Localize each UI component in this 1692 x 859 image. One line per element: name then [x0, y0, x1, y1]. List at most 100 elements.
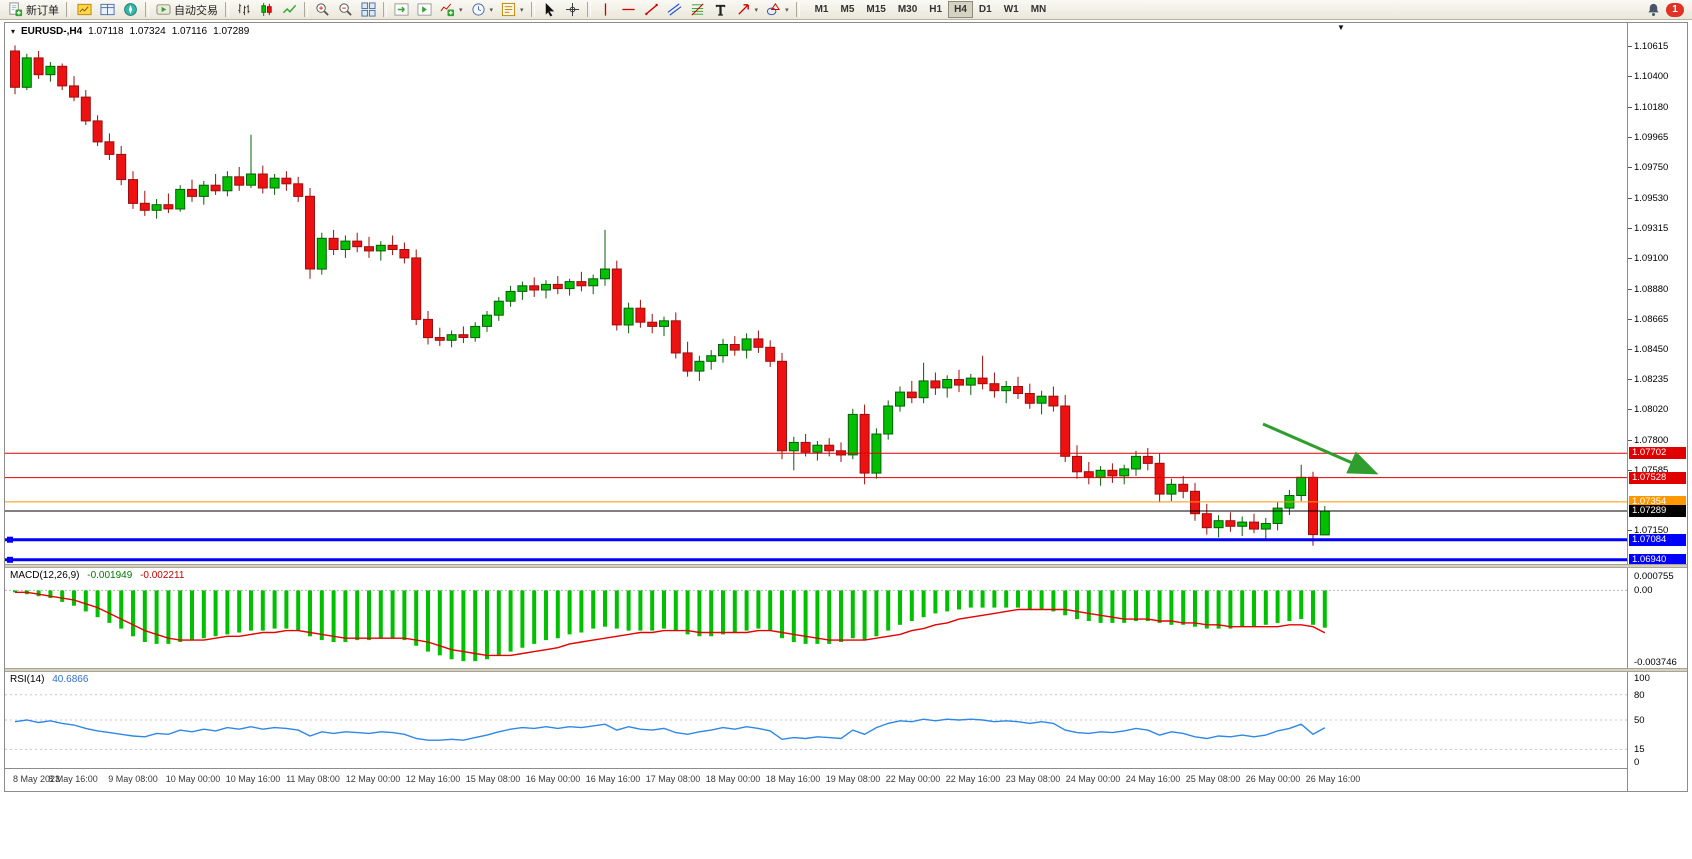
line-chart-button[interactable]	[278, 1, 301, 19]
macd-axis-label: 0.000755	[1634, 571, 1674, 582]
rsi-pane[interactable]: RSI(14) 40.6866	[5, 672, 1627, 768]
chart-shift-icon	[417, 2, 432, 17]
price-axis-label: 1.08020	[1634, 403, 1669, 415]
pane-separator[interactable]	[5, 564, 1687, 568]
date-axis-label: 17 May 08:00	[645, 774, 701, 784]
pane-separator[interactable]	[5, 668, 1687, 672]
fibonacci-icon	[690, 2, 705, 17]
price-axis-label: 1.07150	[1634, 525, 1669, 537]
chart-shift-marker[interactable]: ▼	[1337, 23, 1345, 32]
vertical-line-icon	[598, 2, 613, 17]
date-axis-label: 16 May 16:00	[585, 774, 641, 784]
date-axis-label: 25 May 08:00	[1185, 774, 1241, 784]
price-tag: 1.06940	[1629, 554, 1686, 566]
timeframe-m5-button[interactable]: M5	[834, 1, 860, 18]
timeframe-w1-button[interactable]: W1	[998, 1, 1025, 18]
new-order-button[interactable]: 新订单	[4, 1, 63, 19]
macd-label: MACD(12,26,9) -0.001949 -0.002211	[10, 570, 189, 581]
date-axis-label: 19 May 08:00	[825, 774, 881, 784]
level-lines	[5, 452, 1627, 563]
bar-chart-button[interactable]	[232, 1, 255, 19]
crosshair-button[interactable]	[561, 1, 584, 19]
rsi-line	[14, 718, 1326, 741]
timeframe-h4-button[interactable]: H4	[948, 1, 973, 18]
price-axis-label: 1.08235	[1634, 373, 1669, 385]
shapes-icon	[766, 2, 781, 17]
one-click-trading-toggle[interactable]: ▾	[11, 27, 16, 36]
shapes-button[interactable]: ▾	[762, 1, 793, 19]
periods-button[interactable]: ▾	[467, 1, 498, 19]
date-axis-label: 24 May 00:00	[1065, 774, 1121, 784]
data-window-button[interactable]	[96, 1, 119, 19]
date-axis-label: 18 May 16:00	[765, 774, 821, 784]
candlestick-icon	[259, 2, 274, 17]
rsi-axis-label: 80	[1634, 689, 1645, 701]
channel-button[interactable]	[663, 1, 686, 19]
market-watch-icon	[77, 2, 92, 17]
timeframe-h1-button[interactable]: H1	[923, 1, 948, 18]
chart-shift-button[interactable]	[413, 1, 436, 19]
date-axis-label: 24 May 16:00	[1125, 774, 1181, 784]
templates-icon	[501, 2, 516, 17]
zoom-out-button[interactable]	[334, 1, 357, 19]
dropdown-caret-icon: ▾	[754, 6, 759, 14]
channel-icon	[667, 2, 682, 17]
date-axis-label: 10 May 00:00	[165, 774, 221, 784]
timeframe-d1-button[interactable]: D1	[973, 1, 998, 18]
axis-tick	[1628, 408, 1632, 410]
toolbar-separator	[383, 2, 387, 17]
price-tag: 1.07702	[1629, 447, 1686, 459]
price-axis-label: 1.08665	[1634, 313, 1669, 325]
price-axis-label: 1.09530	[1634, 192, 1669, 204]
candlestick-chart-button[interactable]	[255, 1, 278, 19]
macd-value-main: -0.001949	[87, 570, 133, 581]
ohlc-close: 1.07289	[213, 26, 250, 37]
price-axis-label: 1.08880	[1634, 283, 1669, 295]
arrows-icon	[736, 2, 751, 17]
toolbar-separator	[586, 2, 591, 17]
axis-tick	[1628, 46, 1632, 48]
price-axis-label: 1.09315	[1634, 222, 1669, 234]
autotrading-button[interactable]: 自动交易	[152, 1, 222, 19]
horizontal-line-button[interactable]	[617, 1, 640, 19]
auto-scroll-button[interactable]	[390, 1, 413, 19]
tile-windows-button[interactable]	[357, 1, 380, 19]
templates-button[interactable]: ▾	[497, 1, 528, 19]
price-axis-label: 1.10180	[1634, 101, 1669, 113]
navigator-button[interactable]	[119, 1, 142, 19]
timeframe-mn-button[interactable]: MN	[1025, 1, 1053, 18]
zoom-in-button[interactable]	[311, 1, 334, 19]
macd-svg	[5, 589, 1627, 662]
vertical-line-button[interactable]	[594, 1, 617, 19]
timeframe-m30-button[interactable]: M30	[892, 1, 923, 18]
text-button[interactable]	[709, 1, 732, 19]
ohlc-open: 1.07118	[88, 26, 124, 37]
rsi-axis-label: 100	[1634, 673, 1650, 684]
date-axis[interactable]: 8 May 2023 8 May 16:00 9 May 08:00 10 May 0…	[5, 768, 1627, 792]
arrows-button[interactable]: ▾	[732, 1, 763, 19]
macd-pane[interactable]: MACD(12,26,9) -0.001949 -0.002211	[5, 568, 1627, 668]
trendline-button[interactable]	[640, 1, 663, 19]
date-axis-label: 18 May 00:00	[705, 774, 761, 784]
cursor-button[interactable]	[538, 1, 561, 19]
main-chart-pane[interactable]: ▾ EURUSD-,H4 1.07118 1.07324 1.07116 1.0…	[5, 23, 1627, 564]
date-axis-label: 8 May 16:00	[48, 774, 98, 784]
periods-icon	[471, 2, 486, 17]
notifications-icon[interactable]	[1646, 2, 1661, 17]
timeframe-group: M1 M5 M15 M30 H1 H4 D1 W1 MN	[809, 1, 1053, 18]
axis-tick	[1628, 439, 1632, 441]
notification-badge[interactable]: 1	[1666, 2, 1684, 17]
axis-tick	[1628, 166, 1632, 168]
timeframe-m15-button[interactable]: M15	[860, 1, 891, 18]
fibonacci-button[interactable]	[686, 1, 709, 19]
macd-axis-label: -0.003746	[1634, 657, 1677, 668]
price-tag: 1.07528	[1629, 472, 1686, 484]
timeframe-m1-button[interactable]: M1	[809, 1, 835, 18]
axis-tick	[1628, 76, 1632, 78]
axis-tick	[1628, 348, 1632, 350]
ohlc-high: 1.07324	[129, 26, 166, 37]
market-watch-button[interactable]	[73, 1, 96, 19]
indicators-button[interactable]: ▾	[436, 1, 467, 19]
price-scale[interactable]: 1.10615 1.10400 1.10180 1.09965 1.09750 1.095…	[1627, 23, 1687, 791]
